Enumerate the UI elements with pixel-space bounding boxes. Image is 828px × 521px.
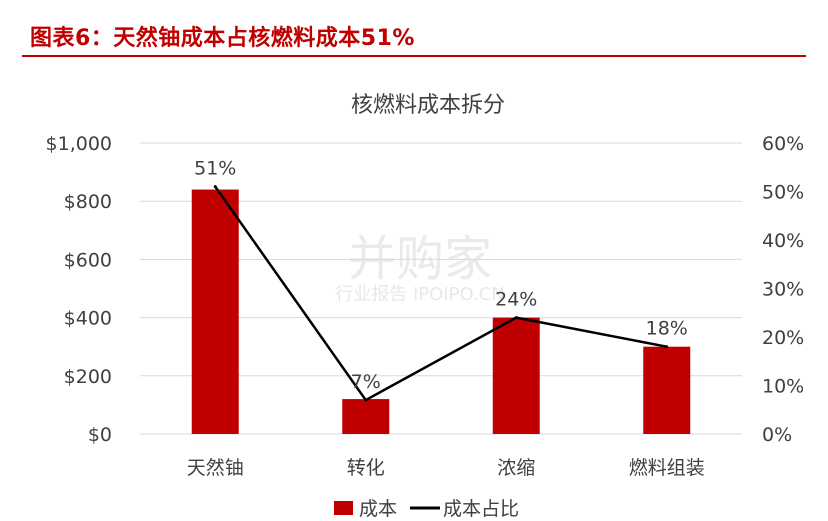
data-label: 24% [495, 289, 537, 311]
left-tick-label: $800 [64, 191, 112, 213]
watermark-main: 并购家 [348, 231, 492, 287]
data-label: 18% [646, 318, 688, 340]
bar [643, 346, 691, 434]
right-tick-label: 50% [762, 182, 804, 204]
legend-line-label: 成本占比 [443, 498, 519, 520]
left-tick-label: $600 [64, 249, 112, 271]
bar [191, 189, 239, 434]
data-labels: 51% 7% 24% 18% [194, 158, 688, 393]
right-tick-label: 40% [762, 230, 804, 252]
right-tick-label: 20% [762, 327, 804, 349]
line-point [364, 398, 368, 402]
legend-bar-swatch [334, 501, 353, 515]
line-point [665, 345, 669, 349]
right-tick-label: 10% [762, 376, 804, 398]
category-label: 浓缩 [497, 457, 535, 479]
line-series [213, 185, 669, 402]
left-axis-ticks: $0 $200 $400 $600 $800 $1,000 [46, 133, 112, 446]
watermark-sub: 行业报告 IPOIPO.CN [335, 284, 504, 305]
left-tick-label: $0 [88, 424, 112, 446]
gridlines [140, 142, 742, 435]
line-path [214, 185, 667, 402]
bar [342, 399, 390, 434]
line-point [213, 185, 217, 189]
legend-bar-label: 成本 [359, 498, 397, 520]
data-label: 7% [351, 371, 381, 393]
category-label: 转化 [347, 457, 385, 479]
left-tick-label: $200 [64, 366, 112, 388]
line-point [514, 316, 518, 320]
bar [492, 317, 540, 434]
left-tick-label: $1,000 [46, 133, 112, 155]
left-tick-label: $400 [64, 308, 112, 330]
watermark: 并购家 行业报告 IPOIPO.CN [335, 231, 504, 305]
right-axis-ticks: 0% 10% 20% 30% 40% 50% 60% [762, 133, 804, 446]
right-tick-label: 0% [762, 424, 792, 446]
category-label: 天然铀 [187, 457, 244, 479]
figure-title: 图表6：天然铀成本占核燃料成本51% [30, 26, 415, 51]
title-rule [22, 55, 806, 57]
right-tick-label: 60% [762, 133, 804, 155]
data-label: 51% [194, 158, 236, 180]
category-label: 燃料组装 [629, 457, 705, 479]
right-tick-label: 30% [762, 279, 804, 301]
category-labels: 天然铀 转化 浓缩 燃料组装 [187, 457, 705, 479]
legend: 成本 成本占比 [334, 498, 519, 520]
bar-series [191, 189, 691, 434]
chart-title: 核燃料成本拆分 [351, 93, 505, 118]
